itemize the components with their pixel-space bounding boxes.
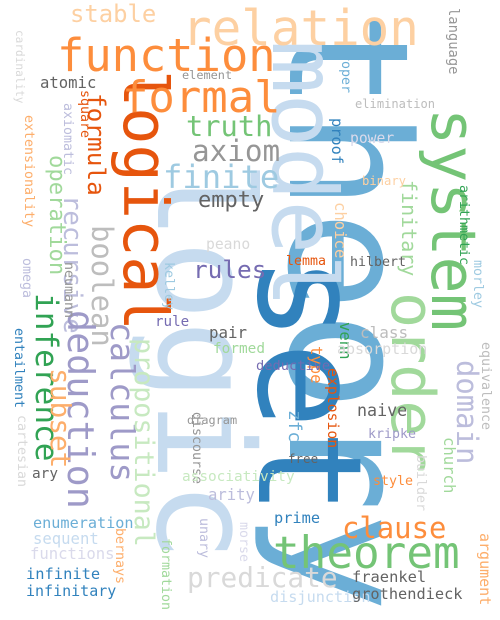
word-arithmetic: arithmetic <box>456 185 471 266</box>
word-functions: functions <box>30 545 115 563</box>
word-free: free <box>288 451 319 466</box>
word-style: style <box>373 474 414 489</box>
word-cartesian: cartesian <box>14 415 29 488</box>
word-theorem: theorem <box>273 528 460 579</box>
word-empty: empty <box>198 188 265 213</box>
word-pair: pair <box>209 323 248 342</box>
word-explosion: explosion <box>324 368 341 449</box>
word-order: order <box>377 292 447 473</box>
word-grothendieck: grothendieck <box>352 585 463 603</box>
word-peano: peano <box>206 236 251 253</box>
word-rules: rules <box>193 255 267 284</box>
word-hilbert: hilbert <box>350 255 407 270</box>
word-formal: formal <box>122 72 281 123</box>
word-clause: clause <box>342 511 447 545</box>
word-naive: naive <box>357 400 408 420</box>
word-proper: proper <box>338 45 353 94</box>
word-equivalence: equivalence <box>478 342 493 431</box>
word-extensionality: extensionality <box>21 115 36 228</box>
word-fraenkel: fraenkel <box>352 568 427 586</box>
word-subset: subset <box>44 368 77 469</box>
word-predicate: predicate <box>187 561 338 594</box>
word-infinite: infinite <box>26 565 101 583</box>
word-builder: builder <box>413 455 428 512</box>
word-associativity: associativity <box>182 469 295 485</box>
word-infinitary: infinitary <box>26 582 117 600</box>
word-ary: ary <box>32 466 58 482</box>
word-morse: morse <box>236 522 251 563</box>
word-relation: relation <box>182 0 419 57</box>
word-power: power <box>350 130 395 147</box>
word-axiom: axiom <box>192 134 281 168</box>
word-choice: choice <box>331 202 349 259</box>
word-arity: arity <box>208 486 255 504</box>
word-morley: morley <box>470 260 485 309</box>
word-proof: proof <box>328 118 346 165</box>
word-church: church <box>440 437 458 494</box>
word-bernays: bernays <box>112 528 127 585</box>
word-binary: binary <box>362 174 407 188</box>
word-absorption: absorption <box>337 340 428 358</box>
word-elimination: elimination <box>355 97 436 111</box>
word-prime: prime <box>274 509 321 527</box>
word-zfc: zfc <box>284 410 305 443</box>
word-atomic: atomic <box>40 74 97 92</box>
word-class: class <box>360 323 409 342</box>
word-rule: rule <box>155 314 190 330</box>
word-stable: stable <box>70 0 157 28</box>
word-diagram: diagram <box>187 413 238 427</box>
word-cardinality: cardinality <box>13 30 26 104</box>
word-language: language <box>445 8 461 75</box>
word-finite: finite <box>163 158 280 196</box>
word-element: element <box>182 68 233 82</box>
word-enumeration: enumeration <box>33 514 134 532</box>
word-formation: formation <box>158 538 173 611</box>
word-sequent: sequent <box>33 530 99 548</box>
word-argument: argument <box>476 533 494 606</box>
word-disjunction: disjunction <box>270 588 371 606</box>
word-lemma: lemma <box>286 254 327 269</box>
word-unary: unary <box>196 518 211 559</box>
word-deductive: deductive <box>256 358 331 374</box>
word-kripke: kripke <box>368 427 417 442</box>
word-axiomatic: axiomatic <box>60 103 75 176</box>
word-truth: truth <box>186 109 273 143</box>
word-square: square <box>77 90 92 139</box>
word-entailment: entailment <box>11 328 26 409</box>
word-function: function <box>57 29 276 82</box>
word-formed: formed <box>213 341 265 357</box>
word-neumann: neumann <box>61 262 76 319</box>
word-omega: omega <box>19 258 34 299</box>
word-kelley: kelley <box>161 262 176 311</box>
